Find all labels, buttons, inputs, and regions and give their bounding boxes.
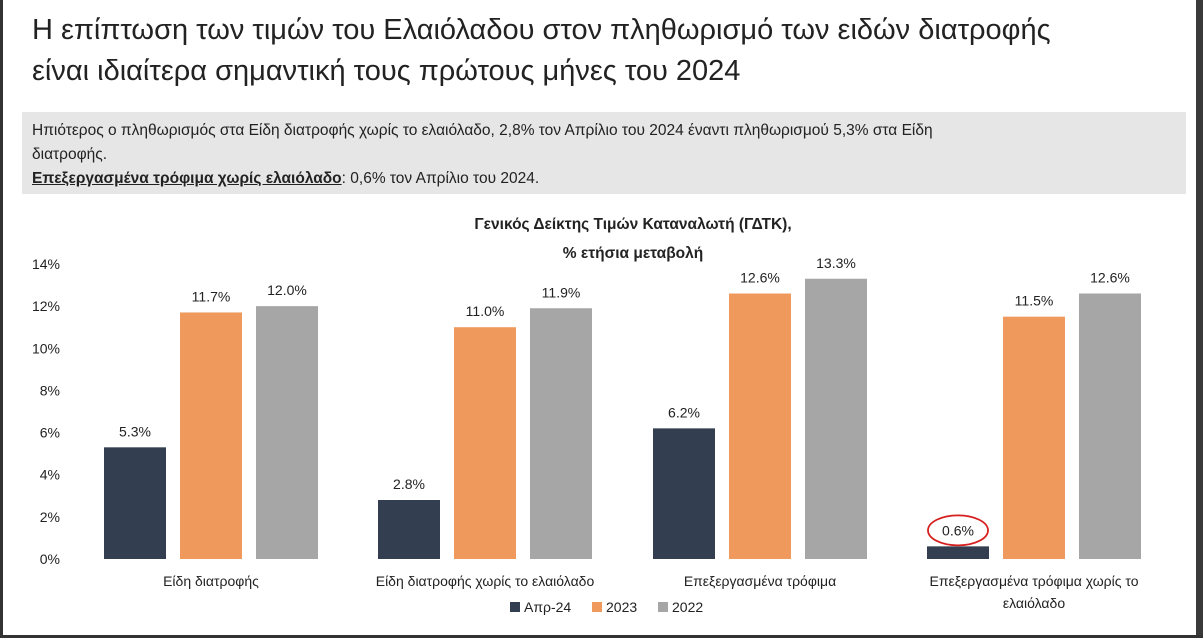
legend-label: 2022 [672, 599, 703, 615]
chart-title-line-2: % ετήσια μεταβολή [563, 245, 703, 262]
legend-swatch [592, 602, 602, 612]
bar [805, 278, 867, 559]
x-category-label: Επεξεργασμένα τρόφιμα χωρίς το [930, 573, 1139, 589]
data-label: 13.3% [816, 255, 856, 271]
data-label: 2.8% [393, 476, 425, 492]
y-tick-label: 0% [40, 551, 60, 567]
frame-right-border [1196, 0, 1203, 638]
legend: Απρ-24 2023 2022 [510, 599, 703, 615]
callout-rest: : 0,6% τον Απρίλιο του 2024. [341, 170, 540, 187]
x-category-label: Είδη διατροφής χωρίς το ελαιόλαδο [376, 573, 595, 589]
data-label: 12.6% [1090, 270, 1130, 286]
y-tick-label: 12% [32, 298, 60, 314]
y-tick-label: 6% [40, 425, 60, 441]
data-label: 0.6% [942, 522, 974, 538]
highlight-circle [927, 514, 989, 547]
legend-label: Απρ-24 [524, 599, 571, 615]
page-title-line-1: Η επίπτωση των τιμών του Ελαιόλαδου στον… [32, 14, 1051, 46]
bar [1079, 293, 1141, 559]
data-label: 11.5% [1015, 293, 1054, 309]
page-title: Η επίπτωση των τιμών του Ελαιόλαδου στον… [32, 10, 1192, 92]
y-tick-label: 10% [32, 340, 60, 356]
bar [653, 428, 715, 559]
x-category-label: Επεξεργασμένα τρόφιμα [684, 573, 836, 589]
data-label: 12.6% [740, 270, 780, 286]
x-axis: Είδη διατροφής Είδη διατροφής χωρίς το ελ… [163, 573, 1139, 611]
callout-strong-label: Επεξεργασμένα τρόφιμα χωρίς ελαιόλαδο [32, 170, 342, 187]
frame-bottom-border [0, 635, 1203, 638]
y-tick-label: 14% [32, 256, 60, 272]
callout-line-3: Επεξεργασμένα τρόφιμα χωρίς ελαιόλαδο: 0… [32, 167, 1162, 191]
callout-line-2: διατροφής. [32, 146, 108, 163]
legend-swatch [510, 602, 520, 612]
chart-title-line-1: Γενικός Δείκτης Τιμών Καταναλωτή (ΓΔΤΚ), [474, 216, 791, 233]
page-title-line-2: είναι ιδιαίτερα σημαντική τους πρώτους μ… [32, 55, 741, 87]
legend-label: 2023 [606, 599, 637, 615]
data-label: 11.9% [542, 284, 581, 300]
legend-swatch [658, 602, 668, 612]
callout-line-1: Ηπιότερος ο πληθωρισμός στα Είδη διατροφ… [32, 122, 933, 139]
bar [729, 293, 791, 559]
y-tick-label: 8% [40, 382, 60, 398]
data-label: 12.0% [267, 282, 307, 298]
summary-callout-text: Ηπιότερος ο πληθωρισμός στα Είδη διατροφ… [32, 119, 1162, 191]
y-axis: 0% 2% 4% 6% 8% 10% 12% 14% [32, 256, 60, 567]
bar [180, 312, 242, 559]
y-tick-label: 4% [40, 467, 60, 483]
bar [256, 306, 318, 559]
bar [927, 546, 989, 559]
data-label: 11.0% [466, 303, 505, 319]
data-label: 11.7% [192, 288, 231, 304]
x-category-label: Είδη διατροφής [163, 573, 259, 589]
summary-callout: Ηπιότερος ο πληθωρισμός στα Είδη διατροφ… [22, 112, 1186, 194]
frame-left-border [0, 0, 3, 638]
bar [378, 500, 440, 559]
bar [530, 308, 592, 559]
bar [1003, 316, 1065, 559]
bar [104, 447, 166, 559]
data-label: 6.2% [668, 404, 700, 420]
x-category-label: ελαιόλαδο [1003, 595, 1065, 611]
y-tick-label: 2% [40, 509, 60, 525]
data-label: 5.3% [119, 423, 151, 439]
bars-group: 5.3% 2.8% 6.2% 0.6% 11.7% 11.0% 12.6% 11.5% 12.0… [104, 255, 1141, 559]
bar [454, 327, 516, 559]
